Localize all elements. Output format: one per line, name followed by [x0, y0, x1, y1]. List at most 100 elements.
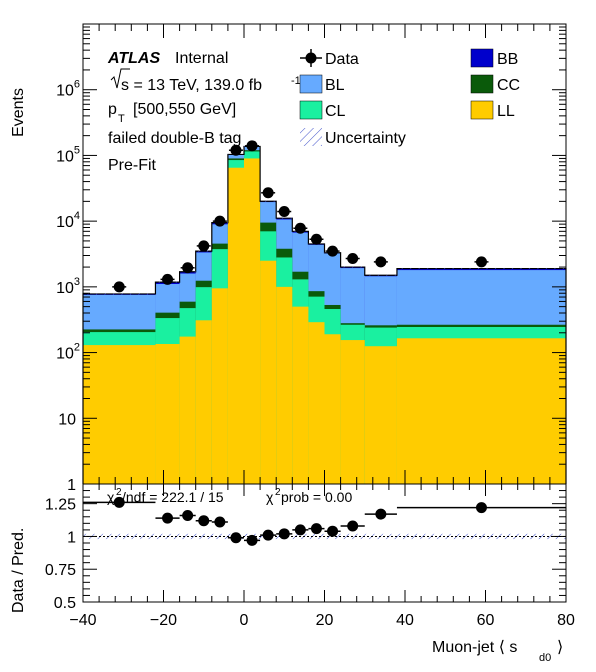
pt-sub: T: [118, 113, 125, 125]
stack-bar-ll: [83, 345, 156, 484]
stack-bar-ll: [364, 346, 397, 484]
legend-swatch-bl: [299, 74, 323, 94]
ratio-y-tick-label: 1: [67, 529, 76, 546]
y-tick-label: 102: [56, 342, 80, 363]
y-tick-label: 1: [67, 477, 76, 494]
legend-swatch-bb: [470, 48, 494, 68]
ratio-point: [310, 523, 322, 535]
legend-label-cl: CL: [325, 103, 346, 120]
stack-bar-ll: [276, 286, 293, 484]
stack-ll: [83, 158, 566, 484]
uncertainty-bin: [83, 293, 156, 295]
chi2-symbol: χ: [107, 489, 115, 505]
ratio-stat-text: χ 2 /ndf = 222.1 / 15 χ 2 prob = 0.00: [107, 487, 352, 505]
internal-text: Internal: [175, 50, 228, 67]
ratio-y-tick-label: 0.5: [54, 595, 76, 612]
legend-label-ll: LL: [497, 103, 515, 120]
ratio-y-axis: 0.5 0.75 1 1.25: [45, 483, 566, 612]
data-point: [278, 206, 290, 218]
energy-label: s = 13 TeV, 139.0 fb -1: [110, 68, 301, 94]
stack-bar-ll: [211, 288, 228, 484]
data-point: [230, 144, 242, 156]
stack-bar-ll: [260, 260, 277, 484]
uncertainty-bin: [364, 274, 397, 276]
ratio-point: [327, 525, 339, 537]
pt-label: p T [500,550 GeV]: [108, 101, 236, 125]
chi2prob-text: prob = 0.00: [281, 489, 352, 505]
ratio-point: [347, 520, 359, 532]
ratio-point: [246, 534, 258, 546]
legend-label-bl: BL: [325, 77, 345, 94]
x-tick-label: 20: [316, 612, 334, 629]
data-point: [475, 256, 487, 268]
legend-item-bl: BL: [299, 74, 345, 94]
ratio-y-axis-label: Data / Pred.: [10, 528, 27, 613]
uncertainty-bin: [276, 217, 293, 219]
stack-bar-ll: [324, 334, 341, 484]
ratio-point: [214, 516, 226, 528]
data-point: [214, 215, 226, 227]
x-tick-label: −40: [69, 612, 96, 629]
stacked-histograms: [82, 145, 567, 485]
legend-item-uncertainty: Uncertainty: [300, 128, 406, 147]
data-point: [294, 222, 306, 234]
chi2prob-symbol: χ: [266, 489, 274, 505]
legend-label-data: Data: [325, 51, 359, 68]
legend: Data BL CL Uncertainty BB CC: [299, 48, 520, 147]
uncertainty-bin: [260, 200, 277, 202]
x-tick-label: 80: [557, 612, 575, 629]
legend-swatch-ll: [470, 100, 494, 120]
chi2prob-superscript: 2: [275, 487, 281, 498]
atlas-text: ATLAS: [107, 50, 160, 67]
x-axis-label-main: Muon-jet ⟨ s: [432, 639, 517, 656]
ratio-point: [475, 502, 487, 514]
x-axis-label-end: ⟩: [557, 639, 563, 656]
ratio-point: [182, 509, 194, 521]
legend-swatch-cl: [299, 100, 323, 120]
stack-bar-ll: [155, 344, 180, 484]
lumi-superscript: -1: [291, 75, 301, 87]
stack-bar-ll: [244, 158, 261, 484]
x-axis-label: Muon-jet ⟨ s d0 ⟩: [432, 639, 563, 664]
ratio-points: [83, 496, 566, 546]
fit-label: Pre-Fit: [108, 157, 157, 174]
data-points: [112, 140, 489, 293]
y-tick-label: 106: [56, 79, 80, 100]
ratio-point: [113, 496, 125, 508]
pt-range: [500,550 GeV]: [133, 101, 236, 118]
data-point: [347, 253, 359, 265]
ratio-point: [262, 529, 274, 541]
stack-bar-ll: [340, 340, 365, 484]
legend-swatch-cc: [470, 74, 494, 94]
legend-label-uncertainty: Uncertainty: [325, 130, 406, 147]
chi2-superscript: 2: [116, 487, 122, 498]
ratio-point: [162, 512, 174, 524]
x-tick-label: 0: [240, 612, 249, 629]
ratio-point: [278, 528, 290, 540]
legend-item-ll: LL: [470, 100, 515, 120]
x-tick-label: −20: [150, 612, 177, 629]
main-y-axis: 1 10 102 103 104 105 106: [56, 26, 566, 494]
data-point: [246, 140, 258, 152]
main-x-ticks: [82, 24, 567, 484]
ratio-y-tick-label: 0.75: [45, 562, 76, 579]
main-panel: 1 10 102 103 104 105 106 Events ATLAS Internal…: [10, 23, 567, 494]
chi2-ndf-text: /ndf = 222.1 / 15: [122, 489, 224, 505]
data-point: [327, 245, 339, 257]
legend-swatch-uncertainty: [300, 128, 322, 146]
tag-label: failed double-B tag: [108, 130, 241, 147]
ratio-point: [198, 515, 210, 527]
y-tick-label: 10: [58, 411, 76, 428]
y-tick-label: 105: [56, 144, 80, 165]
data-point: [198, 240, 210, 252]
pt-p: p: [108, 101, 117, 118]
legend-label-bb: BB: [497, 51, 518, 68]
x-tick-label: 60: [477, 612, 495, 629]
legend-item-cc: CC: [470, 74, 520, 94]
y-tick-label: 103: [56, 276, 80, 297]
data-point: [182, 262, 194, 274]
x-axis-label-sub: d0: [539, 652, 551, 664]
sqrt-icon: [110, 68, 130, 89]
legend-data-marker: [305, 52, 317, 64]
